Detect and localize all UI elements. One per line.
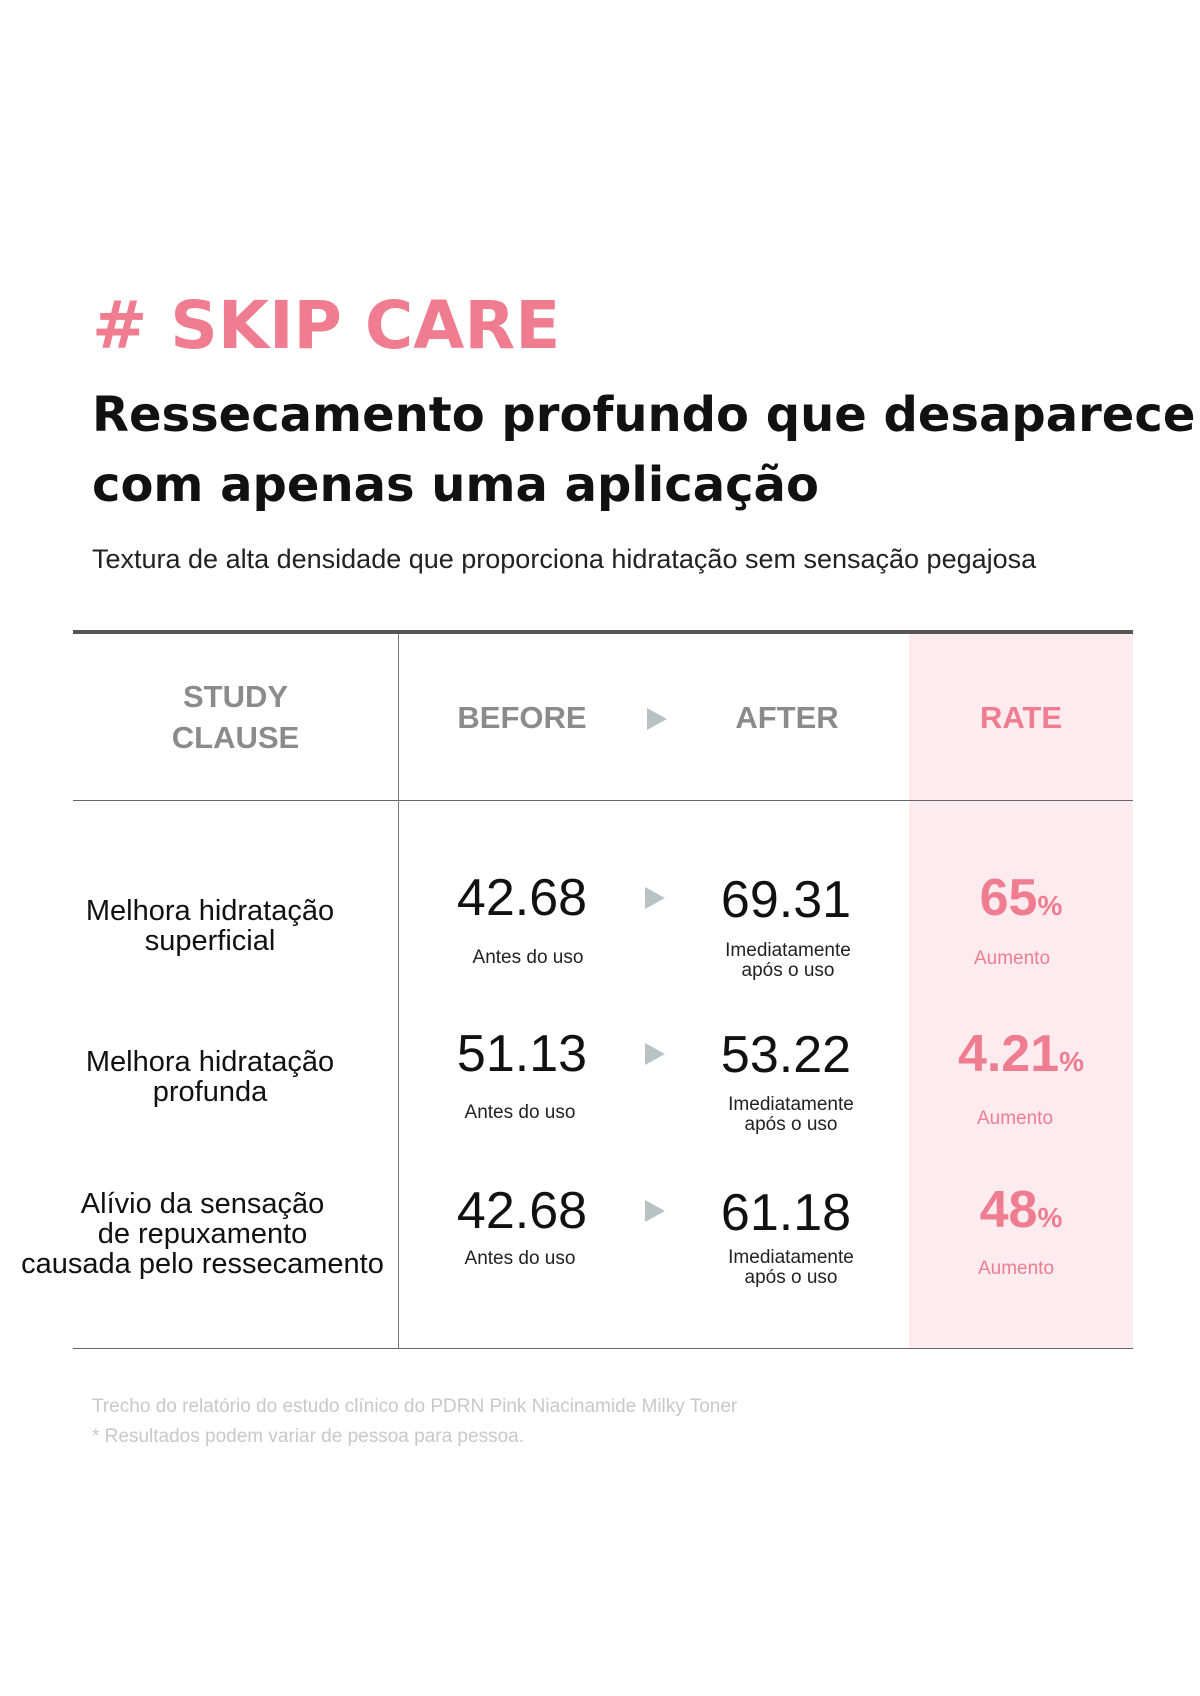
row-3-label: Alívio da sensação de repuxamento causad… [5, 1189, 400, 1279]
row-3-after-note: Imediatamente após o uso [671, 1248, 911, 1288]
row-3-rate-value: 48 [979, 1181, 1038, 1239]
row-3-arrow-icon [645, 1200, 665, 1222]
row-1-rate-unit: % [1037, 890, 1063, 921]
row-2-label-line-2: profunda [152, 1076, 268, 1108]
row-1-label-line-1: Melhora hidratação [85, 895, 335, 927]
header-study-clause-line-1: STUDY [182, 679, 289, 714]
row-1-arrow-icon [645, 887, 665, 909]
row-1-after-note-line-1: Imediatamente [725, 940, 851, 961]
table-bottom-rule [73, 1348, 1133, 1349]
row-1-label-line-2: superficial [144, 925, 276, 957]
row-2-before-note: Antes do uso [464, 1102, 576, 1123]
row-1-after-note-line-2: após o uso [741, 960, 835, 981]
row-2-arrow-icon [645, 1043, 665, 1065]
table-header-rule [73, 800, 1133, 801]
row-1-rate-note: Aumento [973, 948, 1051, 969]
row-2-after-value: 53.22 [720, 1026, 852, 1084]
row-1-before-value: 42.68 [456, 869, 588, 927]
row-2-rate-note: Aumento [976, 1108, 1054, 1129]
footnote-disclaimer: * Resultados podem variar de pessoa para… [92, 1426, 524, 1447]
row-2-after-note-line-1: Imediatamente [728, 1094, 854, 1115]
row-2-after-note-line-2: após o uso [744, 1114, 838, 1135]
row-1-label: Melhora hidratação superficial [30, 896, 390, 956]
row-3-after-value: 61.18 [720, 1184, 852, 1242]
row-3-rate-note: Aumento [977, 1258, 1055, 1279]
row-2-before-value: 51.13 [456, 1025, 588, 1083]
row-2-rate-value: 4.21 [957, 1025, 1060, 1083]
row-3-label-line-2: de repuxamento [97, 1218, 308, 1250]
header-after: AFTER [735, 700, 839, 735]
rate-column-highlight [909, 634, 1133, 1349]
row-3-rate: 48% [909, 1180, 1133, 1240]
header-study-clause: STUDY CLAUSE [73, 676, 398, 758]
subtitle: Textura de alta densidade que proporcion… [92, 544, 1037, 574]
row-3-before-value: 42.68 [456, 1182, 588, 1240]
table-top-rule [73, 630, 1133, 634]
footnote-source: Trecho do relatório do estudo clínico do… [92, 1396, 738, 1417]
row-3-before-note: Antes do uso [464, 1248, 576, 1269]
headline-line-1: Ressecamento profundo que desaparece [92, 387, 1196, 443]
header-arrow-icon [647, 708, 667, 730]
row-3-label-line-1: Alívio da sensação [80, 1188, 325, 1220]
row-1-after-value: 69.31 [720, 871, 852, 929]
row-1-before-note: Antes do uso [472, 947, 584, 968]
row-2-label-line-1: Melhora hidratação [85, 1046, 335, 1078]
row-3-rate-unit: % [1037, 1202, 1063, 1233]
headline: Ressecamento profundo que desaparece com… [92, 380, 1195, 520]
row-3-after-note-line-2: após o uso [744, 1267, 838, 1288]
header-study-clause-line-2: CLAUSE [171, 720, 300, 755]
row-1-after-note: Imediatamente após o uso [668, 941, 908, 981]
row-3-after-note-line-1: Imediatamente [728, 1247, 854, 1268]
header-rate: RATE [979, 700, 1063, 735]
row-2-rate: 4.21% [909, 1024, 1133, 1084]
row-3-label-line-3: causada pelo ressecamento [21, 1248, 384, 1280]
row-2-label: Melhora hidratação profunda [30, 1047, 390, 1107]
headline-line-2: com apenas uma aplicação [92, 457, 819, 513]
header-before: BEFORE [457, 700, 587, 735]
hashtag-title: # SKIP CARE [92, 287, 561, 364]
row-1-rate-value: 65 [979, 869, 1038, 927]
row-2-after-note: Imediatamente após o uso [671, 1095, 911, 1135]
row-2-rate-unit: % [1059, 1046, 1085, 1077]
table-column-divider [398, 634, 399, 1349]
row-1-rate: 65% [909, 868, 1133, 928]
